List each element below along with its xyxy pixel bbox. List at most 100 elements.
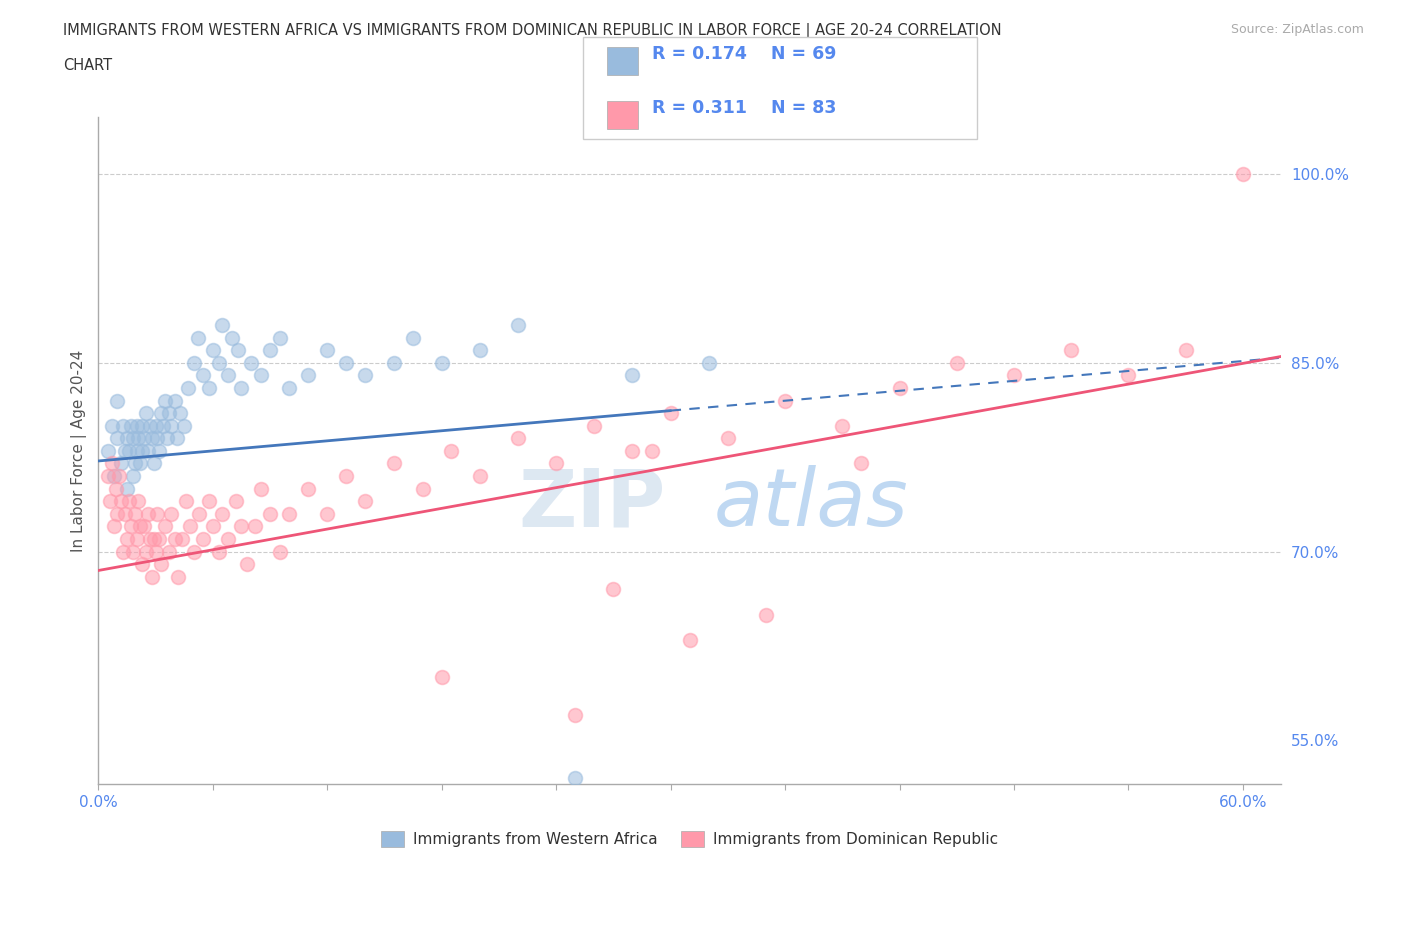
Point bbox=[146, 431, 169, 445]
Point bbox=[114, 507, 136, 522]
Point bbox=[131, 444, 153, 458]
Point bbox=[335, 469, 357, 484]
Point bbox=[382, 355, 405, 370]
Point bbox=[183, 355, 205, 370]
Point bbox=[127, 494, 149, 509]
Point bbox=[773, 393, 796, 408]
Point bbox=[430, 355, 453, 370]
Point bbox=[249, 481, 271, 496]
Point bbox=[697, 355, 720, 370]
Point bbox=[335, 355, 357, 370]
Point bbox=[121, 431, 143, 445]
Point bbox=[166, 431, 188, 445]
Point bbox=[297, 368, 319, 383]
Point bbox=[115, 431, 138, 445]
Text: R = 0.174    N = 69: R = 0.174 N = 69 bbox=[652, 45, 837, 63]
Point bbox=[139, 418, 162, 433]
Point bbox=[125, 418, 148, 433]
Point bbox=[946, 355, 969, 370]
Point bbox=[259, 507, 281, 522]
Point bbox=[621, 444, 644, 458]
Point bbox=[136, 444, 159, 458]
Point bbox=[150, 557, 173, 572]
Point bbox=[169, 405, 191, 420]
Point bbox=[243, 519, 266, 534]
Point bbox=[583, 418, 606, 433]
Point bbox=[110, 494, 132, 509]
Point bbox=[354, 368, 377, 383]
Point bbox=[118, 444, 141, 458]
Point bbox=[145, 544, 167, 559]
Point bbox=[112, 544, 135, 559]
Point bbox=[231, 519, 253, 534]
Point bbox=[135, 405, 157, 420]
Point bbox=[1174, 343, 1197, 358]
Point bbox=[231, 380, 253, 395]
Point bbox=[382, 456, 405, 471]
Point bbox=[157, 405, 180, 420]
Point bbox=[316, 507, 339, 522]
Point bbox=[136, 507, 159, 522]
Point bbox=[201, 519, 224, 534]
Point bbox=[1232, 166, 1254, 181]
Point bbox=[278, 507, 301, 522]
Point bbox=[153, 393, 176, 408]
Point bbox=[127, 431, 149, 445]
Point bbox=[135, 544, 157, 559]
Point bbox=[193, 368, 215, 383]
Point bbox=[201, 343, 224, 358]
Point bbox=[297, 481, 319, 496]
Point bbox=[120, 418, 142, 433]
Point bbox=[221, 330, 243, 345]
Point bbox=[114, 444, 136, 458]
Point bbox=[146, 507, 169, 522]
Point bbox=[115, 481, 138, 496]
Point bbox=[187, 330, 209, 345]
Point bbox=[100, 418, 122, 433]
Point bbox=[851, 456, 873, 471]
Point bbox=[152, 418, 174, 433]
Point bbox=[148, 532, 170, 547]
Point bbox=[831, 418, 853, 433]
Point bbox=[755, 607, 778, 622]
Point bbox=[98, 494, 121, 509]
Point bbox=[142, 532, 165, 547]
Point bbox=[129, 456, 152, 471]
Point bbox=[546, 456, 568, 471]
Point bbox=[167, 569, 190, 584]
Point bbox=[659, 405, 682, 420]
Point bbox=[103, 469, 125, 484]
Point bbox=[225, 494, 247, 509]
Point bbox=[160, 418, 183, 433]
Point bbox=[188, 507, 211, 522]
Point bbox=[179, 519, 201, 534]
Text: ZIP: ZIP bbox=[519, 465, 666, 543]
Point bbox=[141, 431, 163, 445]
Legend: Immigrants from Western Africa, Immigrants from Dominican Republic: Immigrants from Western Africa, Immigran… bbox=[375, 825, 1004, 854]
Point bbox=[172, 532, 194, 547]
Point bbox=[249, 368, 271, 383]
Text: Source: ZipAtlas.com: Source: ZipAtlas.com bbox=[1230, 23, 1364, 36]
Point bbox=[679, 632, 702, 647]
Point bbox=[1060, 343, 1083, 358]
Point bbox=[139, 532, 162, 547]
Point bbox=[131, 557, 153, 572]
Point bbox=[108, 469, 131, 484]
Point bbox=[717, 431, 740, 445]
Point bbox=[118, 494, 141, 509]
Point bbox=[150, 405, 173, 420]
Point bbox=[121, 469, 143, 484]
Point bbox=[174, 494, 197, 509]
Point bbox=[121, 544, 143, 559]
Point bbox=[207, 355, 229, 370]
Point bbox=[120, 519, 142, 534]
Point bbox=[107, 393, 129, 408]
Point bbox=[148, 444, 170, 458]
Y-axis label: In Labor Force | Age 20-24: In Labor Force | Age 20-24 bbox=[72, 350, 87, 552]
Point bbox=[198, 494, 221, 509]
Point bbox=[163, 532, 186, 547]
Point bbox=[125, 444, 148, 458]
Text: IMMIGRANTS FROM WESTERN AFRICA VS IMMIGRANTS FROM DOMINICAN REPUBLIC IN LABOR FO: IMMIGRANTS FROM WESTERN AFRICA VS IMMIGR… bbox=[63, 23, 1002, 39]
Point bbox=[177, 380, 200, 395]
Point bbox=[107, 431, 129, 445]
